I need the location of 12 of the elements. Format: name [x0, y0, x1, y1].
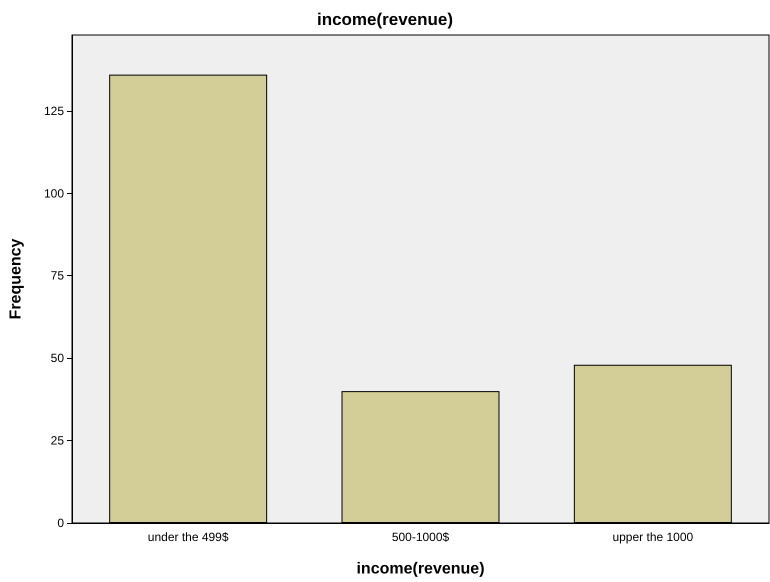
y-tick-label: 25	[50, 434, 64, 448]
y-tick-label: 50	[50, 351, 64, 366]
y-tick-label: 75	[50, 268, 64, 283]
x-axis-title: income(revenue)	[356, 560, 485, 578]
y-tick-label: 100	[44, 186, 64, 200]
y-axis-title: Frequency	[8, 238, 24, 320]
x-tick-label: upper the 1000	[612, 530, 694, 544]
y-tick-label: 0	[57, 516, 64, 530]
x-tick-label: under the 499$	[148, 530, 229, 544]
y-tick-label: 125	[44, 104, 64, 118]
chart-title: income(revenue)	[316, 10, 454, 29]
x-tick-label: 500-1000$	[392, 530, 450, 544]
